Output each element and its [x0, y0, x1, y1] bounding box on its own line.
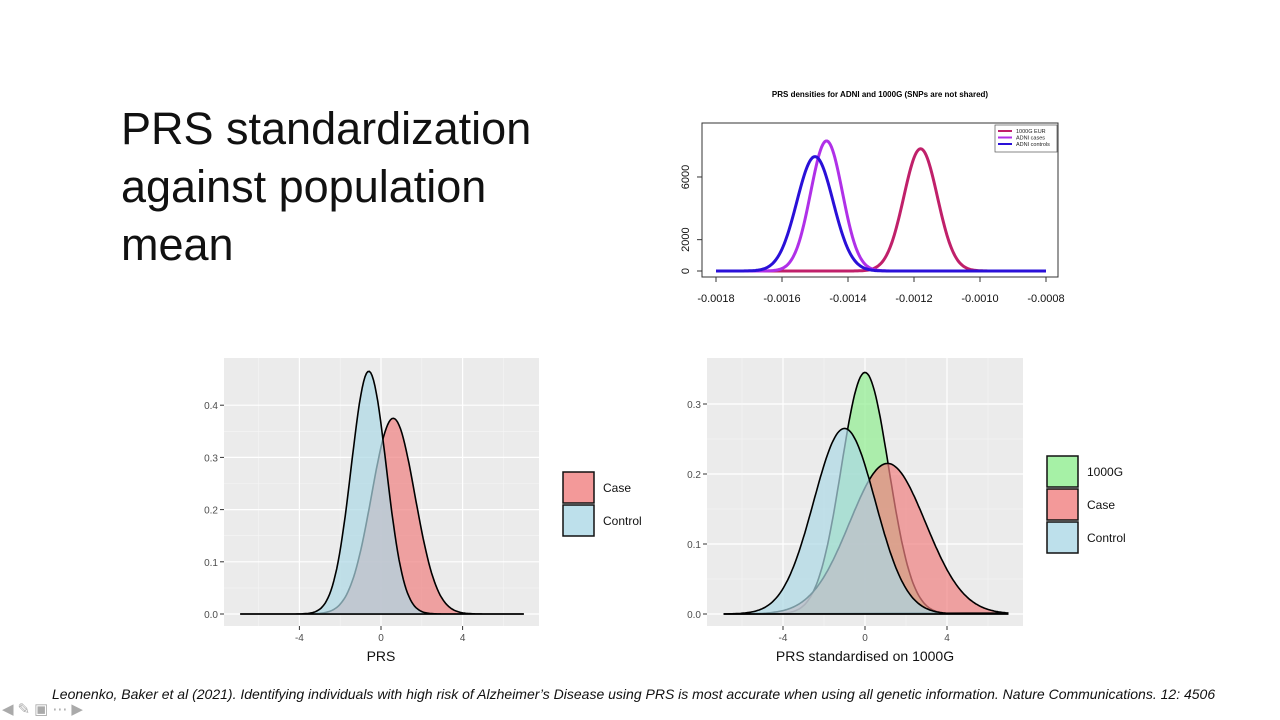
- density-control: [723, 427, 1009, 615]
- legend-label: 1000G: [1087, 465, 1123, 479]
- legend-key-1000g: [1046, 455, 1079, 488]
- legend-label: Control: [1087, 531, 1126, 545]
- x-tick-label: -4: [295, 633, 304, 644]
- y-tick-label: 0.3: [204, 453, 218, 464]
- legend-key-case: [562, 471, 595, 504]
- x-tick-label: 4: [944, 633, 950, 644]
- x-tick-label: -0.0008: [1027, 293, 1064, 305]
- y-tick-label: 0.3: [687, 400, 701, 411]
- legend-key-control: [1046, 521, 1079, 554]
- x-tick-label: 0: [862, 633, 868, 644]
- y-tick-label: 6000: [680, 165, 692, 189]
- chart-right: -4 0 4 0.0 0.1 0.2 0.3 PRS standardised on 100…: [687, 358, 1126, 664]
- legend-label: Case: [603, 481, 631, 495]
- legend-label: ADNI cases: [1016, 136, 1045, 142]
- density-control: [240, 370, 524, 615]
- citation: Leonenko, Baker et al (2021). Identifyin…: [52, 686, 1216, 702]
- x-tick-label: -4: [779, 633, 788, 644]
- slideshow-nav: ◀ ✎ ▣ ⋯ ▶: [2, 700, 83, 718]
- y-tick-label: 2000: [680, 227, 692, 251]
- chart-left-xlabel: PRS: [367, 648, 396, 664]
- y-tick-label: 0.1: [687, 540, 701, 551]
- legend-key-control: [562, 504, 595, 537]
- legend-key-case: [1046, 488, 1079, 521]
- legend-label: ADNI controls: [1016, 142, 1050, 148]
- legend-label: 1000G EUR: [1016, 129, 1046, 135]
- y-tick-label: 0.1: [204, 558, 218, 569]
- slides-icon[interactable]: ▣: [34, 701, 49, 718]
- y-tick-label: 0.2: [204, 506, 218, 517]
- y-tick-label: 0.2: [687, 470, 701, 481]
- legend-label: Control: [603, 514, 642, 528]
- pen-icon[interactable]: ✎: [17, 701, 31, 718]
- x-tick-label: 4: [460, 633, 466, 644]
- x-tick-label: -0.0014: [829, 293, 866, 305]
- x-tick-label: -0.0010: [961, 293, 998, 305]
- x-tick-label: 0: [378, 633, 384, 644]
- series-line-adni-controls: [716, 155, 1046, 273]
- y-tick-label: 0.0: [687, 610, 701, 621]
- x-tick-label: -0.0012: [895, 293, 932, 305]
- chart-left: -4 0 4 0.0 0.1 0.2 0.3 0.4 PRS Case Control: [204, 358, 642, 664]
- chart-right-xlabel: PRS standardised on 1000G: [776, 648, 954, 664]
- more-icon[interactable]: ⋯: [52, 701, 68, 718]
- legend-label: Case: [1087, 498, 1115, 512]
- next-arrow-icon[interactable]: ▶: [71, 701, 83, 718]
- x-tick-label: -0.0016: [763, 293, 800, 305]
- slide-title: PRS standardization against population m…: [121, 103, 532, 270]
- chart-top: PRS densities for ADNI and 1000G (SNPs a…: [680, 90, 1065, 305]
- x-tick-label: -0.0018: [697, 293, 734, 305]
- y-tick-label: 0.0: [204, 610, 218, 621]
- chart-top-title: PRS densities for ADNI and 1000G (SNPs a…: [772, 90, 989, 99]
- prev-arrow-icon[interactable]: ◀: [2, 701, 14, 718]
- y-tick-label: 0: [680, 268, 692, 274]
- y-tick-label: 0.4: [204, 401, 218, 412]
